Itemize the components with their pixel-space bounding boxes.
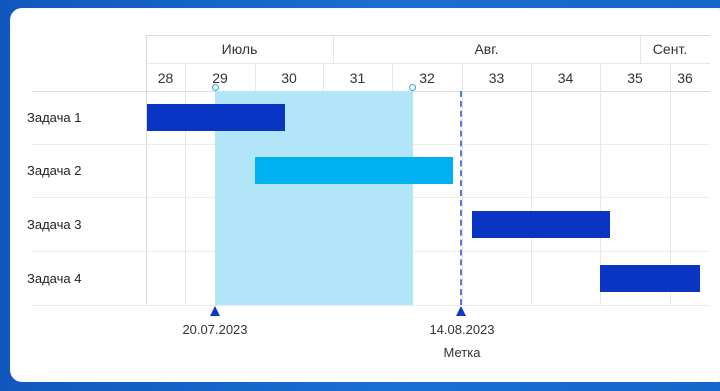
week-separator — [600, 63, 601, 305]
range-start-date: 20.07.2023 — [182, 322, 248, 337]
week-separator — [531, 63, 532, 305]
marker-triangle-icon[interactable] — [456, 306, 466, 316]
week-label: 36 — [677, 70, 693, 86]
month-label-september: Сент. — [652, 41, 688, 57]
task-label-3: Задача 3 — [27, 217, 82, 232]
range-end-handle[interactable] — [409, 84, 416, 91]
week-separator — [462, 63, 463, 305]
range-start-handle[interactable] — [212, 84, 219, 91]
marker-date: 14.08.2023 — [429, 322, 495, 337]
task-label-2: Задача 2 — [27, 163, 82, 178]
task-column-separator — [146, 35, 147, 305]
task-bar-2[interactable] — [255, 157, 453, 184]
task-bar-4[interactable] — [600, 265, 700, 292]
week-label: 28 — [157, 70, 174, 86]
week-separator — [185, 63, 186, 305]
week-label: 32 — [419, 70, 435, 86]
month-label-august: Авг. — [474, 41, 499, 57]
week-label: 30 — [281, 70, 297, 86]
header-top-line — [146, 35, 710, 36]
range-start-marker-icon — [210, 306, 220, 316]
week-label: 31 — [349, 70, 366, 86]
marker-name: Метка — [443, 345, 481, 360]
week-label: 33 — [488, 70, 505, 86]
task-label-1: Задача 1 — [27, 110, 82, 125]
week-label: 29 — [212, 70, 228, 86]
header-mid-line — [146, 63, 710, 64]
month-separator — [640, 35, 641, 63]
month-label-july: Июль — [221, 41, 258, 57]
task-bar-1[interactable] — [147, 104, 285, 131]
week-label: 35 — [627, 70, 643, 86]
row-separator — [32, 305, 710, 306]
task-bar-3[interactable] — [472, 211, 610, 238]
week-label: 34 — [557, 70, 574, 86]
task-label-4: Задача 4 — [27, 271, 82, 286]
week-separator — [670, 63, 671, 305]
month-separator — [333, 35, 334, 63]
marker-line — [460, 91, 462, 305]
